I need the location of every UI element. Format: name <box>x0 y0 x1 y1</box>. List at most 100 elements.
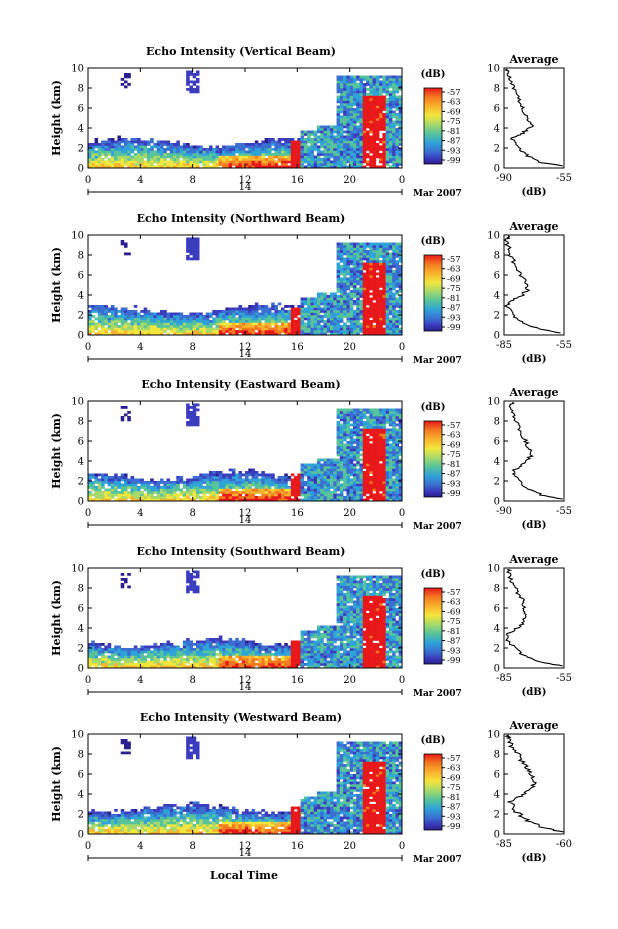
heatmap-cell <box>388 456 393 459</box>
heatmap-cell <box>346 155 350 159</box>
heatmap-cell <box>369 466 373 469</box>
heatmap-cell <box>375 322 380 326</box>
heatmap-cell <box>88 158 92 161</box>
heatmap-cell <box>303 297 308 301</box>
heatmap-cell <box>388 496 393 499</box>
heatmap-cell <box>372 262 377 266</box>
heatmap-cell <box>97 473 102 477</box>
heatmap-cell <box>359 143 364 146</box>
heatmap-cell <box>120 242 125 246</box>
heatmap-cell <box>222 483 226 487</box>
heatmap-cell <box>303 471 308 474</box>
heatmap-cell <box>101 310 105 313</box>
heatmap-cell <box>251 305 256 308</box>
heatmap-cell <box>300 476 305 479</box>
heatmap-cell <box>346 88 350 91</box>
y-axis-label: Height (km) <box>50 247 63 323</box>
heatmap-cell <box>192 237 197 241</box>
heatmap-cell <box>153 150 157 154</box>
heatmap-cell <box>392 426 396 429</box>
panel-title: Echo Intensity (Northward Beam) <box>137 212 346 225</box>
heatmap-cell <box>166 498 171 502</box>
heatmap-cell <box>166 481 171 484</box>
heatmap-cell <box>356 150 360 154</box>
heatmap-cell <box>352 153 357 156</box>
heatmap-cell <box>123 332 128 336</box>
heatmap-cell <box>356 85 360 89</box>
heatmap-cell <box>179 160 184 164</box>
heatmap-cell <box>120 493 125 497</box>
heatmap-cell <box>169 498 174 502</box>
heatmap-cell <box>300 493 305 497</box>
heatmap-cell <box>101 650 105 654</box>
heatmap-cell <box>313 471 318 474</box>
heatmap-cell <box>218 498 223 502</box>
heatmap-cell <box>88 163 92 166</box>
heatmap-cell <box>212 310 216 313</box>
heatmap-cell <box>146 140 151 144</box>
heatmap-cell <box>120 160 125 164</box>
panel-3: Echo Intensity (Eastward Beam)0246810Hei… <box>50 378 572 532</box>
heatmap-cell <box>398 242 403 246</box>
heatmap-cell <box>258 496 262 499</box>
heatmap-cell <box>192 75 197 79</box>
heatmap-cell <box>189 312 193 316</box>
heatmap-cell <box>127 486 131 489</box>
heatmap-cell <box>110 320 115 323</box>
heatmap-cell <box>231 307 236 311</box>
heatmap-cell <box>336 453 341 457</box>
heatmap-cell <box>395 310 400 313</box>
heatmap-cell <box>195 158 200 161</box>
heatmap-cell <box>323 305 328 308</box>
heatmap-cell <box>189 73 193 76</box>
heatmap-cell <box>339 260 344 263</box>
heatmap-cell <box>218 320 223 323</box>
heatmap-cell <box>336 153 341 156</box>
heatmap-cell <box>104 163 108 166</box>
heatmap-cell <box>179 163 184 166</box>
heatmap-cell <box>241 150 246 154</box>
heatmap-cell <box>280 481 285 484</box>
heatmap-cell <box>336 330 341 333</box>
heatmap-cell <box>330 307 334 311</box>
heatmap-cell <box>356 95 360 99</box>
heatmap-cell <box>303 491 308 494</box>
heatmap-cell <box>356 478 360 482</box>
heatmap-cell <box>349 275 354 278</box>
heatmap-cell <box>274 325 279 328</box>
heatmap-cell <box>336 466 341 469</box>
heatmap-cell <box>94 493 99 497</box>
heatmap-cell <box>169 483 174 487</box>
heatmap-cell <box>284 488 288 492</box>
heatmap-cell <box>343 120 347 124</box>
heatmap-cell <box>320 300 324 303</box>
heatmap-cell <box>173 327 177 331</box>
heatmap-cell <box>369 245 373 248</box>
heatmap-cell <box>369 80 373 84</box>
heatmap-cell <box>137 158 141 161</box>
heatmap-cell <box>235 493 239 497</box>
heatmap-cell <box>375 461 380 464</box>
heatmap-cell <box>398 247 403 251</box>
heatmap-cell <box>336 80 341 84</box>
heatmap-cell <box>307 160 311 164</box>
heatmap-cell <box>356 488 360 492</box>
heatmap-cell <box>248 486 252 489</box>
heatmap-cell <box>300 486 305 489</box>
heatmap-cell <box>366 446 370 449</box>
heatmap-cell <box>143 307 148 311</box>
heatmap-cell <box>369 250 373 253</box>
heatmap-cell <box>339 330 344 333</box>
heatmap-cell <box>264 496 269 499</box>
heatmap-cell <box>101 496 105 499</box>
heatmap-cell <box>241 325 246 328</box>
heatmap-cell <box>248 145 252 149</box>
heatmap-cell <box>202 498 207 502</box>
heatmap-cell <box>120 655 125 659</box>
heatmap-cell <box>388 120 393 124</box>
heatmap-cell <box>251 148 256 151</box>
heatmap-cell <box>395 330 400 333</box>
heatmap-cell <box>123 493 128 497</box>
heatmap-cell <box>375 300 380 303</box>
heatmap-cell <box>320 498 324 502</box>
